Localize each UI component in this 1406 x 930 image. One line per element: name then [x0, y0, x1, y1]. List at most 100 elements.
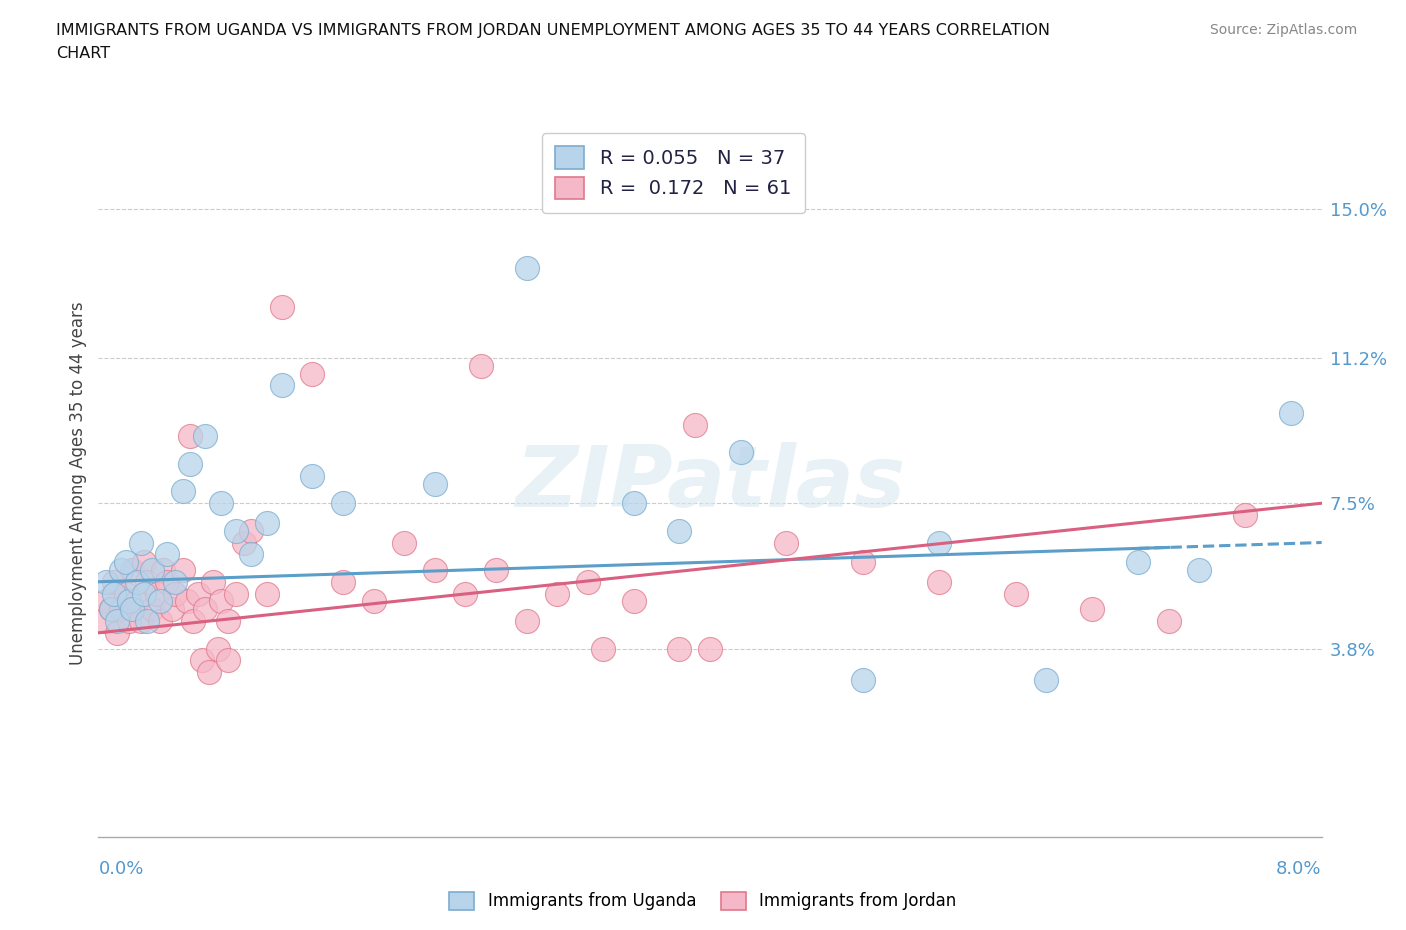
Text: 0.0%: 0.0%	[98, 860, 143, 878]
Point	[152, 563, 174, 578]
Point	[156, 575, 179, 590]
Point	[179, 429, 201, 444]
Point	[240, 524, 263, 538]
Point	[928, 535, 950, 550]
Point	[149, 614, 172, 629]
Point	[423, 563, 446, 578]
Point	[332, 496, 354, 511]
Point	[928, 575, 950, 590]
Point	[129, 614, 152, 629]
Point	[118, 614, 141, 629]
Point	[515, 614, 537, 629]
Point	[141, 602, 163, 617]
Point	[172, 563, 194, 578]
Point	[454, 586, 477, 601]
Point	[163, 575, 186, 590]
Point	[225, 524, 247, 538]
Point	[141, 563, 163, 578]
Point	[156, 547, 179, 562]
Point	[187, 586, 209, 601]
Point	[363, 594, 385, 609]
Point	[232, 535, 254, 550]
Point	[301, 469, 323, 484]
Point	[121, 602, 143, 617]
Text: Source: ZipAtlas.com: Source: ZipAtlas.com	[1209, 23, 1357, 37]
Point	[392, 535, 416, 550]
Point	[217, 614, 239, 629]
Y-axis label: Unemployment Among Ages 35 to 44 years: Unemployment Among Ages 35 to 44 years	[69, 302, 87, 665]
Legend: Immigrants from Uganda, Immigrants from Jordan: Immigrants from Uganda, Immigrants from …	[443, 885, 963, 917]
Point	[256, 515, 278, 530]
Point	[118, 594, 141, 609]
Point	[623, 594, 645, 609]
Point	[103, 575, 125, 590]
Point	[129, 535, 152, 550]
Point	[332, 575, 354, 590]
Point	[209, 496, 232, 511]
Point	[121, 563, 143, 578]
Point	[125, 575, 148, 590]
Point	[1188, 563, 1211, 578]
Point	[194, 602, 217, 617]
Point	[668, 641, 690, 656]
Point	[1128, 554, 1150, 569]
Point	[699, 641, 721, 656]
Point	[197, 665, 219, 680]
Point	[209, 594, 232, 609]
Point	[103, 586, 125, 601]
Point	[217, 653, 239, 668]
Point	[94, 594, 117, 609]
Point	[1279, 405, 1302, 420]
Point	[1035, 672, 1057, 687]
Point	[105, 614, 128, 629]
Point	[105, 625, 128, 640]
Point	[149, 594, 172, 609]
Point	[270, 299, 294, 314]
Text: CHART: CHART	[56, 46, 110, 61]
Point	[775, 535, 797, 550]
Point	[207, 641, 229, 656]
Point	[115, 554, 138, 569]
Point	[91, 614, 114, 629]
Point	[115, 586, 138, 601]
Point	[176, 594, 198, 609]
Point	[134, 554, 156, 569]
Point	[546, 586, 568, 601]
Point	[179, 457, 201, 472]
Text: 8.0%: 8.0%	[1277, 860, 1322, 878]
Point	[172, 484, 194, 498]
Point	[202, 575, 225, 590]
Text: ZIPatlas: ZIPatlas	[515, 442, 905, 525]
Point	[225, 586, 247, 601]
Point	[191, 653, 214, 668]
Point	[160, 602, 183, 617]
Point	[1004, 586, 1026, 601]
Text: IMMIGRANTS FROM UGANDA VS IMMIGRANTS FROM JORDAN UNEMPLOYMENT AMONG AGES 35 TO 4: IMMIGRANTS FROM UGANDA VS IMMIGRANTS FRO…	[56, 23, 1050, 38]
Point	[256, 586, 278, 601]
Point	[623, 496, 645, 511]
Point	[240, 547, 263, 562]
Point	[136, 614, 159, 629]
Point	[515, 260, 537, 275]
Point	[852, 672, 875, 687]
Point	[270, 378, 294, 392]
Point	[1234, 508, 1257, 523]
Point	[181, 614, 204, 629]
Point	[470, 358, 492, 373]
Point	[94, 575, 117, 590]
Point	[136, 575, 159, 590]
Point	[110, 563, 132, 578]
Point	[110, 602, 132, 617]
Point	[423, 476, 446, 491]
Point	[100, 602, 122, 617]
Point	[730, 445, 752, 459]
Point	[194, 429, 217, 444]
Point	[1157, 614, 1180, 629]
Point	[485, 563, 508, 578]
Point	[145, 586, 167, 601]
Point	[1081, 602, 1104, 617]
Point	[125, 594, 148, 609]
Point	[301, 366, 323, 381]
Point	[134, 586, 156, 601]
Legend: R = 0.055   N = 37, R =  0.172   N = 61: R = 0.055 N = 37, R = 0.172 N = 61	[541, 133, 806, 213]
